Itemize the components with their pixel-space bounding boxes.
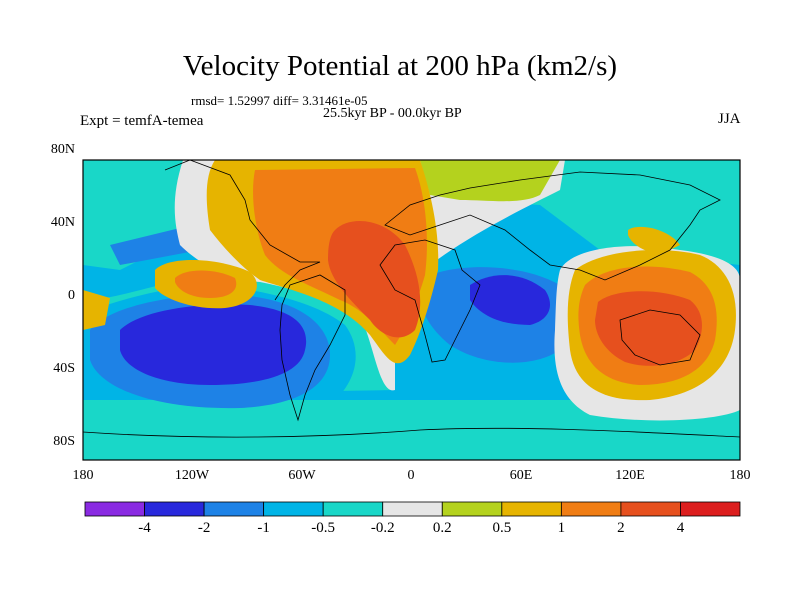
colorbar-label: -0.5 <box>311 520 336 536</box>
lon-tick-label: 120W <box>174 468 210 483</box>
lon-tick-label: 60W <box>288 468 316 483</box>
colorbar-boxes <box>84 501 741 517</box>
period-text: 25.5kyr BP - 00.0kyr BP <box>323 106 462 121</box>
colorbar-label: -1 <box>257 520 270 536</box>
season-label: JJA <box>718 111 741 127</box>
colorbar-label: -0.2 <box>370 520 395 536</box>
colorbar-label: 0.2 <box>432 520 452 536</box>
colorbar-label: -4 <box>138 520 151 536</box>
colorbar-swatch <box>560 501 622 517</box>
colorbar-swatch <box>680 501 741 517</box>
colorbar-label: 4 <box>676 520 685 536</box>
lon-tick-label: 180 <box>72 468 94 483</box>
colorbar-swatch <box>382 501 443 517</box>
colorbar-swatch <box>203 501 265 517</box>
lat-tick-label: 80N <box>50 142 75 157</box>
colorbar-label: 2 <box>617 520 625 536</box>
colorbar-label: -2 <box>197 520 211 536</box>
colorbar-swatch <box>501 501 562 517</box>
colorbar-swatch <box>441 501 503 517</box>
colorbar-swatch <box>263 501 324 517</box>
map-frame <box>82 159 741 461</box>
lon-tick-label: 180 <box>729 468 751 483</box>
colorbar-label: 0.5 <box>492 520 512 536</box>
experiment-label: Expt = temfA-temea <box>80 113 204 129</box>
lat-tick-label: 40N <box>50 215 75 230</box>
colorbar-swatch <box>84 501 145 517</box>
colorbar-label: 1 <box>557 520 566 536</box>
velocity-potential-field <box>83 160 740 460</box>
lon-tick-label: 0 <box>407 468 415 483</box>
colorbar-swatch <box>620 501 681 517</box>
continent-outlines <box>83 160 740 438</box>
lon-tick-label: 60E <box>509 468 533 483</box>
lon-tick-label: 120E <box>615 468 645 483</box>
lat-tick-label: 80S <box>53 434 75 449</box>
colorbar-swatch <box>144 501 205 517</box>
lat-tick-label: 0 <box>68 288 75 303</box>
stats-text: rmsd= 1.52997 diff= 3.31461e-05 <box>191 93 368 108</box>
colorbar-swatch <box>322 501 384 517</box>
lat-tick-label: 40S <box>53 361 75 376</box>
map-title: Velocity Potential at 200 hPa (km2/s) <box>182 50 618 82</box>
